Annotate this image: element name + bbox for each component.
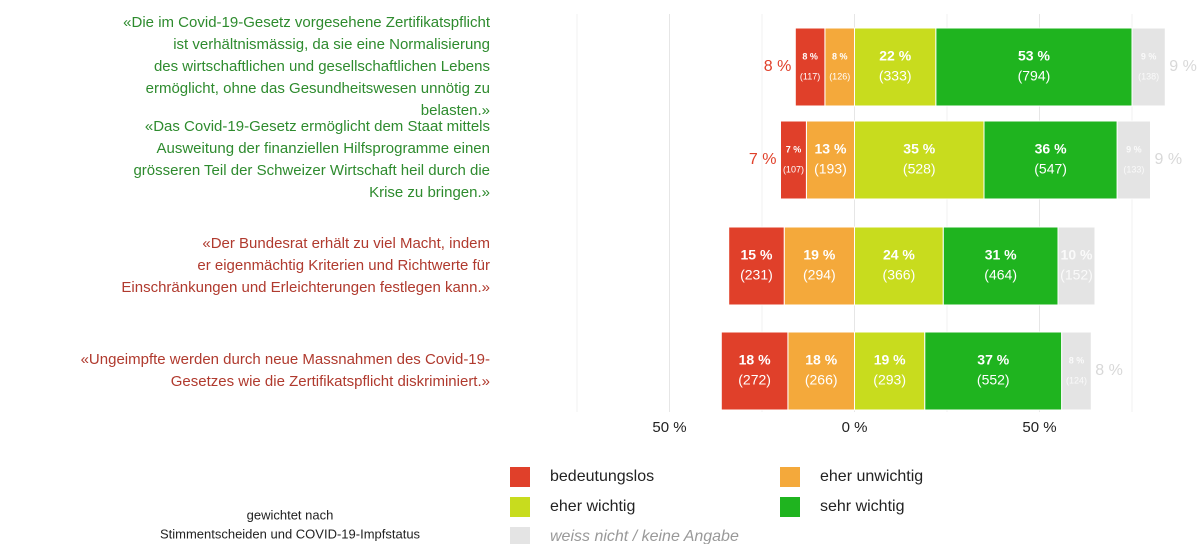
- note: Stimmentscheiden und COVID-19-Impfstatus: [160, 526, 421, 541]
- count-label: (133): [1123, 164, 1144, 174]
- count-label: (293): [873, 372, 906, 388]
- value-label: 24 %: [883, 247, 915, 263]
- value-label: 7 %: [786, 144, 802, 154]
- count-label: (272): [738, 372, 771, 388]
- outer-value-label: 8 %: [764, 58, 792, 75]
- legend-label: sehr wichtig: [820, 498, 904, 515]
- x-tick-label: 50 %: [1022, 419, 1056, 436]
- value-label: 8 %: [802, 51, 818, 61]
- legend-label: weiss nicht / keine Angabe: [550, 528, 739, 544]
- category-label: belasten.»: [421, 102, 490, 119]
- value-label: 8 %: [1069, 355, 1085, 365]
- bar-segment: [805, 120, 856, 200]
- outer-value-label: 9 %: [1155, 151, 1183, 168]
- x-tick-label: 0 %: [842, 419, 868, 436]
- count-label: (107): [783, 164, 804, 174]
- value-label: 13 %: [814, 141, 846, 157]
- category-label: «Das Covid-19-Gesetz ermöglicht dem Staa…: [145, 118, 490, 135]
- value-label: 9 %: [1126, 144, 1142, 154]
- count-label: (266): [805, 372, 838, 388]
- value-label: 35 %: [903, 141, 935, 157]
- legend-swatch: [510, 467, 530, 487]
- count-label: (126): [829, 71, 850, 81]
- outer-value-label: 9 %: [1169, 58, 1197, 75]
- bar-segment: [1057, 226, 1096, 306]
- value-label: 9 %: [1141, 51, 1157, 61]
- count-label: (138): [1138, 71, 1159, 81]
- category-label: Ausweitung der finanziellen Hilfsprogram…: [156, 140, 490, 157]
- bar-segment: [854, 120, 985, 200]
- value-label: 10 %: [1061, 247, 1093, 263]
- count-label: (117): [800, 71, 820, 81]
- x-tick-label: 50 %: [652, 419, 686, 436]
- category-label: Krise zu bringen.»: [369, 184, 490, 201]
- legend-label: bedeutungslos: [550, 468, 654, 485]
- category-label: Einschränkungen und Erleichterungen fest…: [121, 279, 490, 296]
- value-label: 37 %: [977, 352, 1009, 368]
- count-label: (528): [903, 161, 936, 177]
- count-label: (333): [879, 68, 912, 84]
- bar-segment: [1131, 27, 1166, 107]
- value-label: 19 %: [874, 352, 906, 368]
- bar-segment: [854, 331, 926, 411]
- bar-segment: [787, 331, 856, 411]
- legend-swatch: [510, 497, 530, 517]
- bar-segment: [1061, 331, 1092, 411]
- category-label: «Der Bundesrat erhält zu viel Macht, ind…: [202, 235, 490, 252]
- value-label: 18 %: [739, 352, 771, 368]
- count-label: (552): [977, 372, 1010, 388]
- value-label: 15 %: [740, 247, 772, 263]
- bar-segment: [780, 120, 807, 200]
- count-label: (193): [814, 161, 847, 177]
- legend-label: eher unwichtig: [820, 468, 923, 485]
- value-label: 53 %: [1018, 48, 1050, 64]
- bar-segment: [824, 27, 856, 107]
- bar-segment: [720, 331, 789, 411]
- category-label: «Die im Covid-19-Gesetz vorgesehene Zert…: [123, 14, 491, 31]
- category-label: «Ungeimpfte werden durch neue Massnahmen…: [81, 351, 490, 368]
- count-label: (231): [740, 267, 773, 283]
- count-label: (464): [984, 267, 1017, 283]
- bar-segment: [728, 226, 785, 306]
- value-label: 36 %: [1035, 141, 1067, 157]
- legend-swatch: [780, 467, 800, 487]
- category-label: Gesetzes wie die Zertifikatspflicht disk…: [171, 373, 490, 390]
- bar-segment: [794, 27, 826, 107]
- bar-segment: [783, 226, 856, 306]
- legend-swatch: [780, 497, 800, 517]
- count-label: (152): [1060, 267, 1093, 283]
- bar-segment: [854, 27, 937, 107]
- value-label: 19 %: [803, 247, 835, 263]
- category-label: ist verhältnismässig, da sie eine Normal…: [173, 36, 490, 53]
- category-label: er eigenmächtig Kriterien und Richtwerte…: [197, 257, 490, 274]
- outer-value-label: 7 %: [749, 151, 777, 168]
- value-label: 22 %: [879, 48, 911, 64]
- count-label: (547): [1034, 161, 1067, 177]
- count-label: (124): [1066, 375, 1087, 385]
- legend-swatch: [510, 527, 530, 544]
- category-label: des wirtschaftlichen und gesellschaftlic…: [154, 58, 490, 75]
- value-label: 18 %: [805, 352, 837, 368]
- legend-label: eher wichtig: [550, 498, 635, 515]
- bar-segment: [924, 331, 1063, 411]
- category-label: grösseren Teil der Schweizer Wirtschaft …: [133, 162, 490, 179]
- note: gewichtet nach: [247, 507, 334, 522]
- category-label: ermöglicht, ohne das Gesundheitswesen un…: [146, 80, 490, 97]
- count-label: (366): [883, 267, 916, 283]
- value-label: 8 %: [832, 51, 848, 61]
- bar-segment: [983, 120, 1118, 200]
- count-label: (794): [1018, 68, 1051, 84]
- bar-segment: [1116, 120, 1151, 200]
- outer-value-label: 8 %: [1095, 362, 1123, 379]
- count-label: (294): [803, 267, 836, 283]
- value-label: 31 %: [985, 247, 1017, 263]
- bar-segment: [942, 226, 1059, 306]
- bar-segment: [935, 27, 1133, 107]
